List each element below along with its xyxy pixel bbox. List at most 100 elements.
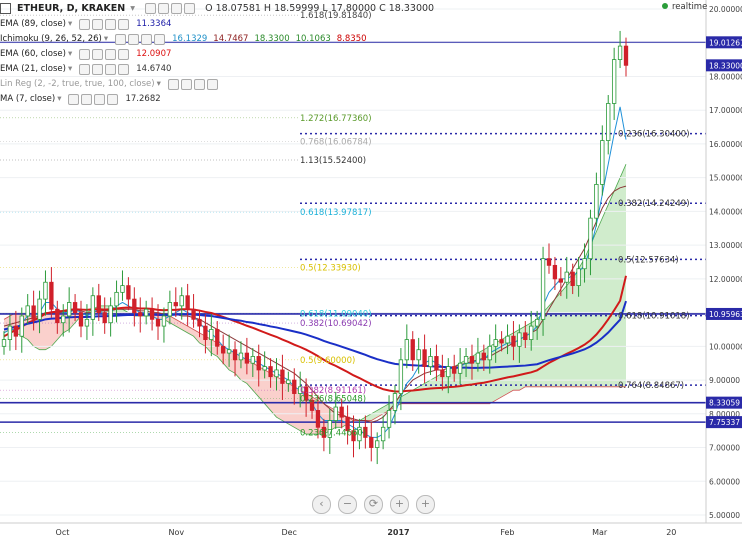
candle-body <box>499 339 504 344</box>
more-icon[interactable] <box>118 19 130 30</box>
candle-body <box>179 295 184 307</box>
candle-body <box>623 45 629 66</box>
settings-icon[interactable] <box>92 19 104 30</box>
candle-body <box>505 335 510 344</box>
eye-icon[interactable] <box>68 94 80 105</box>
price-tick: 6.00000 <box>709 477 740 486</box>
eye-icon[interactable] <box>79 64 91 75</box>
candle-body <box>339 406 344 418</box>
candle-body <box>102 312 107 324</box>
symbol-label[interactable]: ETHEUR, D, KRAKEN <box>17 3 126 14</box>
close-icon[interactable] <box>105 49 117 60</box>
close-icon[interactable] <box>141 34 153 45</box>
settings-icon[interactable] <box>128 34 140 45</box>
chevron-down-icon[interactable]: ▾ <box>57 94 62 104</box>
candle-body <box>78 312 84 327</box>
indicator-row[interactable]: MA (7, close) ▾ 17.2682 <box>0 92 161 107</box>
time-label: 2017 <box>387 528 409 537</box>
indicator-label: Lin Reg (2, -2, true, true, 100, close) <box>0 79 155 89</box>
more-icon[interactable] <box>154 34 166 45</box>
more-icon[interactable] <box>118 64 130 75</box>
indicator-row[interactable]: Lin Reg (2, -2, true, true, 100, close) ▾ <box>0 77 219 92</box>
cloud-bull <box>353 164 626 421</box>
eye-icon[interactable] <box>115 34 127 45</box>
settings-icon[interactable] <box>158 3 170 14</box>
eye-icon[interactable] <box>79 19 91 30</box>
candle-body <box>132 298 137 313</box>
candle-body <box>144 308 149 317</box>
symbol-icon[interactable] <box>0 3 11 14</box>
price-tick: 13.00000 <box>709 241 742 250</box>
indicator-row[interactable]: EMA (21, close) ▾ 14.6740 <box>0 62 171 77</box>
price-tick: 20.00000 <box>709 5 742 14</box>
fib-label: 0.764(8.84867) <box>618 381 684 391</box>
candle-body <box>1 339 7 347</box>
time-label: Mar <box>592 528 608 537</box>
candle-body <box>114 291 119 307</box>
candle-body <box>440 369 445 378</box>
price-tick: 12.00000 <box>709 275 742 284</box>
candle-body <box>72 302 78 314</box>
symbol-row: ETHEUR, D, KRAKEN ▾ O 18.07581 H 18.5999… <box>0 1 434 16</box>
candle-body <box>250 356 255 364</box>
candle-body <box>487 345 492 361</box>
more-icon[interactable] <box>184 3 196 14</box>
candle-body <box>422 349 427 367</box>
fib-ext-label: 0.236(8.65048) <box>300 395 366 405</box>
close-icon[interactable] <box>171 3 183 14</box>
candle-body <box>315 410 321 428</box>
zoom-out-button[interactable]: − <box>338 495 357 514</box>
reset-button[interactable]: ⟳ <box>364 495 383 514</box>
price-label: 19.01261 <box>709 38 742 47</box>
indicator-row[interactable]: EMA (89, close) ▾ 11.3364 <box>0 17 171 32</box>
chevron-down-icon[interactable]: ▾ <box>67 49 73 59</box>
fib-ext-label: 0.5(9.60000) <box>300 356 355 366</box>
candle-body <box>481 352 486 361</box>
close-icon[interactable] <box>94 94 106 105</box>
more-icon[interactable] <box>107 94 119 105</box>
chevron-down-icon[interactable]: ▾ <box>156 79 161 89</box>
chevron-down-icon[interactable]: ▾ <box>103 34 109 44</box>
settings-icon[interactable] <box>92 64 104 75</box>
indicator-value: 18.3300 <box>254 34 290 44</box>
chevron-down-icon[interactable]: ▾ <box>67 64 73 74</box>
more-icon[interactable] <box>206 79 218 90</box>
candle-body <box>392 393 398 411</box>
zoom-in-button[interactable]: + <box>390 495 409 514</box>
eye-icon[interactable] <box>79 49 91 60</box>
candle-body <box>552 264 558 280</box>
settings-icon[interactable] <box>92 49 104 60</box>
indicator-row[interactable]: Ichimoku (9, 26, 52, 26) ▾ 16.1329 14.7467 1… <box>0 32 367 47</box>
add-button[interactable]: + <box>416 495 435 514</box>
candle-body <box>327 420 332 438</box>
candle-body <box>611 59 617 104</box>
more-icon[interactable] <box>118 49 130 60</box>
settings-icon[interactable] <box>180 79 192 90</box>
eye-icon[interactable] <box>145 3 157 14</box>
fib-label: 0.382(14.24249) <box>618 199 690 209</box>
fib-label: 0.618(10.91018) <box>618 312 690 322</box>
candle-body <box>588 217 593 260</box>
candle-body <box>475 352 481 364</box>
settings-icon[interactable] <box>81 94 93 105</box>
price-tick: 10.00000 <box>709 342 742 351</box>
close-icon[interactable] <box>193 79 205 90</box>
candle-body <box>96 295 101 314</box>
candle-body <box>534 318 540 327</box>
candle-body <box>262 366 267 371</box>
indicator-value: 12.0907 <box>136 49 172 59</box>
chevron-down-icon[interactable]: ▾ <box>130 3 136 14</box>
cloud-bear <box>4 312 87 350</box>
eye-icon[interactable] <box>167 79 179 90</box>
close-icon[interactable] <box>105 19 117 30</box>
back-button[interactable]: ‹ <box>312 495 331 514</box>
candle-body <box>55 308 60 324</box>
chevron-down-icon[interactable]: ▾ <box>67 19 73 29</box>
candle-body <box>529 325 534 340</box>
indicator-value: 10.1063 <box>295 34 331 44</box>
close-icon[interactable] <box>105 64 117 75</box>
indicator-row[interactable]: EMA (60, close) ▾ 12.0907 <box>0 47 171 62</box>
indicator-label: EMA (21, close) <box>0 64 66 74</box>
candle-body <box>398 359 404 394</box>
